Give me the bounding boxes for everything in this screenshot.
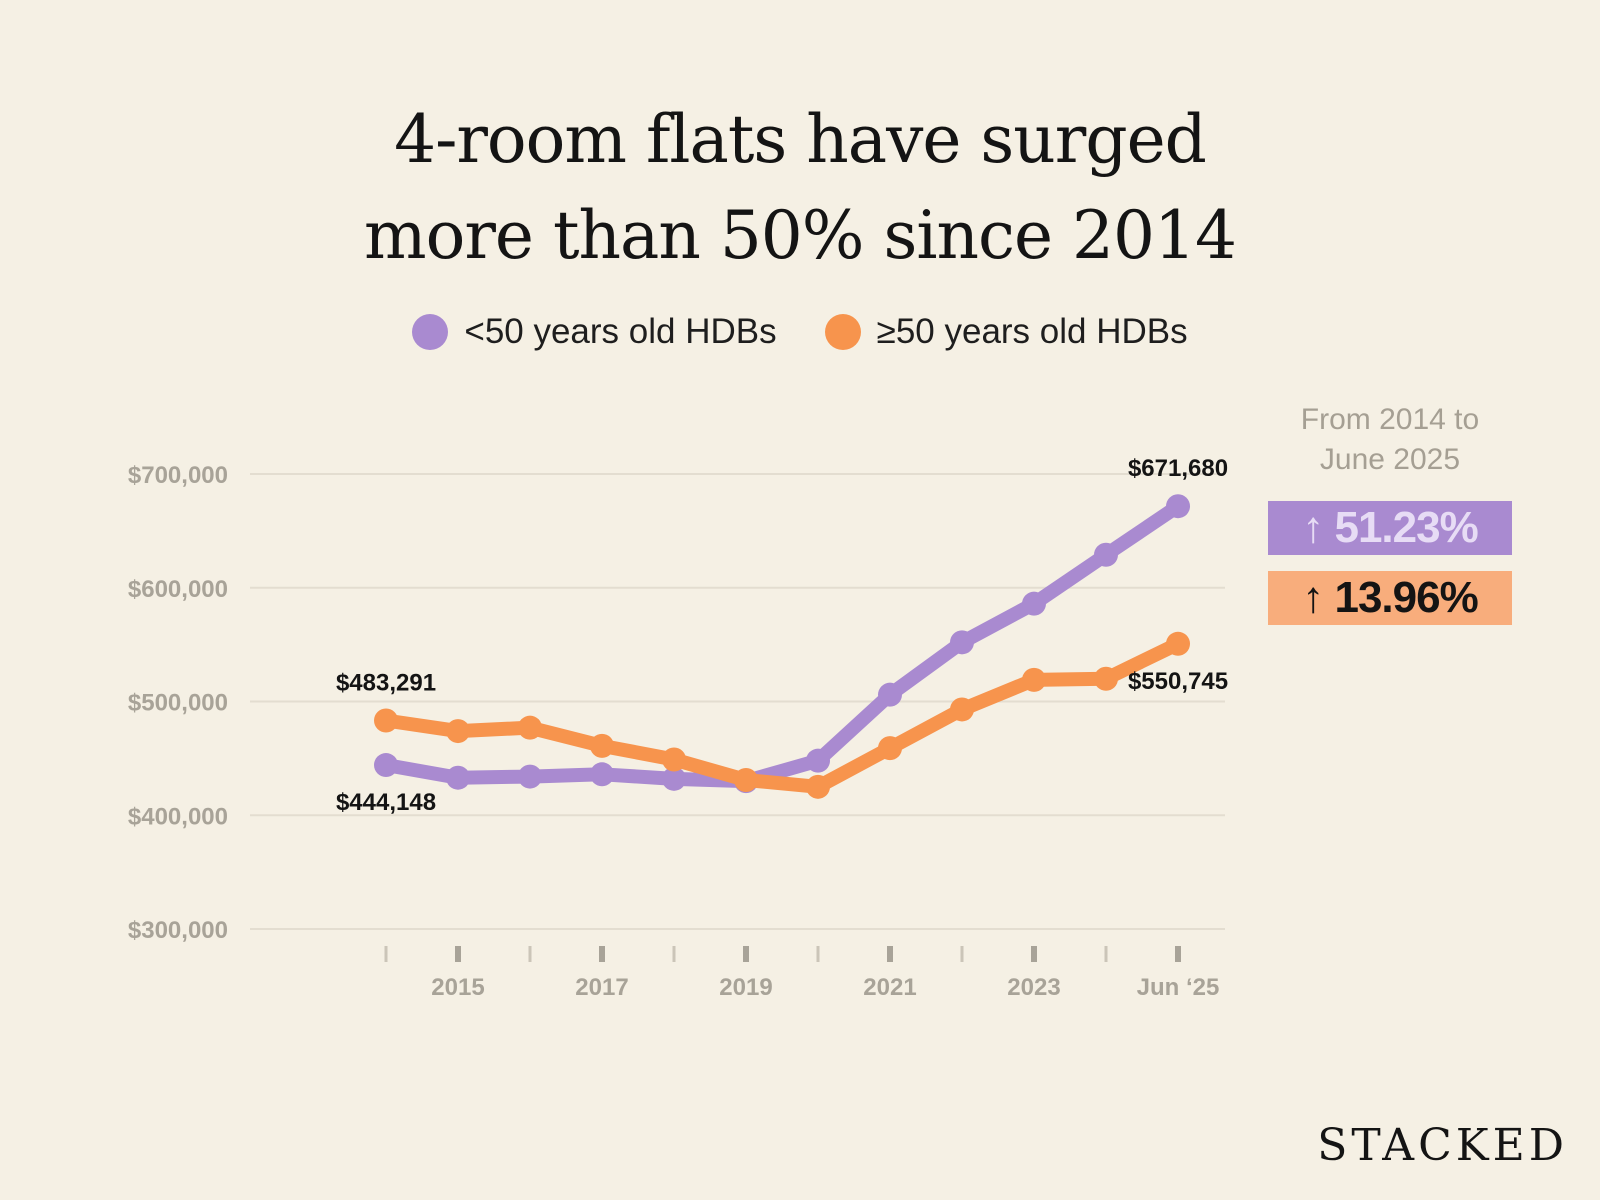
y-tick-label-2: $500,000	[128, 690, 228, 717]
series-1-point-8	[950, 697, 974, 722]
legend-dot-purple	[412, 314, 449, 350]
series-0-point-1	[446, 765, 470, 790]
series-1-point-6	[806, 774, 830, 799]
series-0-point-7	[878, 682, 902, 707]
series-1-point-4	[662, 747, 686, 772]
series-1-point-0	[374, 708, 398, 733]
badge-growth-over-50-text: ↑ 13.96%	[1302, 573, 1478, 622]
x-tick-label-3: 2021	[863, 974, 916, 1001]
series-0-point-2	[518, 764, 542, 789]
x-tick-label-2: 2019	[719, 974, 772, 1001]
series-1-point-11	[1166, 631, 1190, 656]
data-label-3: $550,745	[1128, 668, 1228, 695]
series-0-point-3	[590, 762, 614, 787]
series-1-point-7	[878, 736, 902, 761]
data-label-1: $483,291	[336, 670, 436, 697]
series-0-point-9	[1022, 591, 1046, 616]
brand-logo: STACKED	[1317, 1120, 1568, 1171]
series-0-point-4	[662, 766, 686, 791]
series-1-point-9	[1022, 667, 1046, 692]
data-label-0: $444,148	[336, 789, 436, 816]
legend-dot-orange	[824, 314, 861, 350]
chart-title: 4-room flats have surged more than 50% s…	[0, 92, 1600, 284]
x-tick-label-4: 2023	[1007, 974, 1060, 1001]
period-note: From 2014 to June 2025	[1268, 400, 1512, 480]
series-line-0	[379, 499, 1185, 789]
legend-label-under-50: <50 years old HDBs	[464, 312, 777, 351]
x-tick-label-1: 2017	[575, 974, 628, 1001]
legend-label-over-50: ≥50 years old HDBs	[876, 312, 1188, 351]
y-tick-label-1: $400,000	[128, 803, 228, 830]
series-line-1	[379, 636, 1185, 794]
series-1-point-3	[590, 733, 614, 758]
series-1-point-10	[1094, 666, 1118, 691]
y-tick-label-3: $600,000	[128, 576, 228, 603]
legend-item-over-50: ≥50 years old HDBs	[824, 312, 1188, 352]
badge-growth-over-50: ↑ 13.96%	[1268, 571, 1512, 625]
legend-item-under-50: <50 years old HDBs	[412, 312, 777, 352]
chart-title-line2: more than 50% since 2014	[364, 197, 1237, 274]
series-0-point-8	[950, 630, 974, 655]
badge-growth-under-50-text: ↑ 51.23%	[1302, 503, 1478, 552]
series-1-point-5	[734, 767, 758, 792]
period-note-line2: June 2025	[1319, 443, 1461, 476]
series-1-point-2	[518, 715, 542, 740]
series-0-point-11	[1166, 494, 1190, 519]
legend: <50 years old HDBs ≥50 years old HDBs	[0, 312, 1600, 352]
chart-title-line1: 4-room flats have surged	[394, 101, 1207, 178]
badge-growth-under-50: ↑ 51.23%	[1268, 501, 1512, 555]
data-label-2: $671,680	[1128, 455, 1228, 482]
series-0-point-6	[806, 748, 830, 773]
x-tick-label-5: Jun ‘25	[1137, 974, 1220, 1001]
series-1-point-1	[446, 719, 470, 744]
y-tick-label-0: $300,000	[128, 917, 228, 944]
x-tick-label-0: 2015	[431, 974, 484, 1001]
period-note-line1: From 2014 to	[1300, 403, 1480, 436]
series-0-point-10	[1094, 542, 1118, 567]
series-0-point-0	[374, 753, 398, 778]
y-tick-label-4: $700,000	[128, 462, 228, 489]
